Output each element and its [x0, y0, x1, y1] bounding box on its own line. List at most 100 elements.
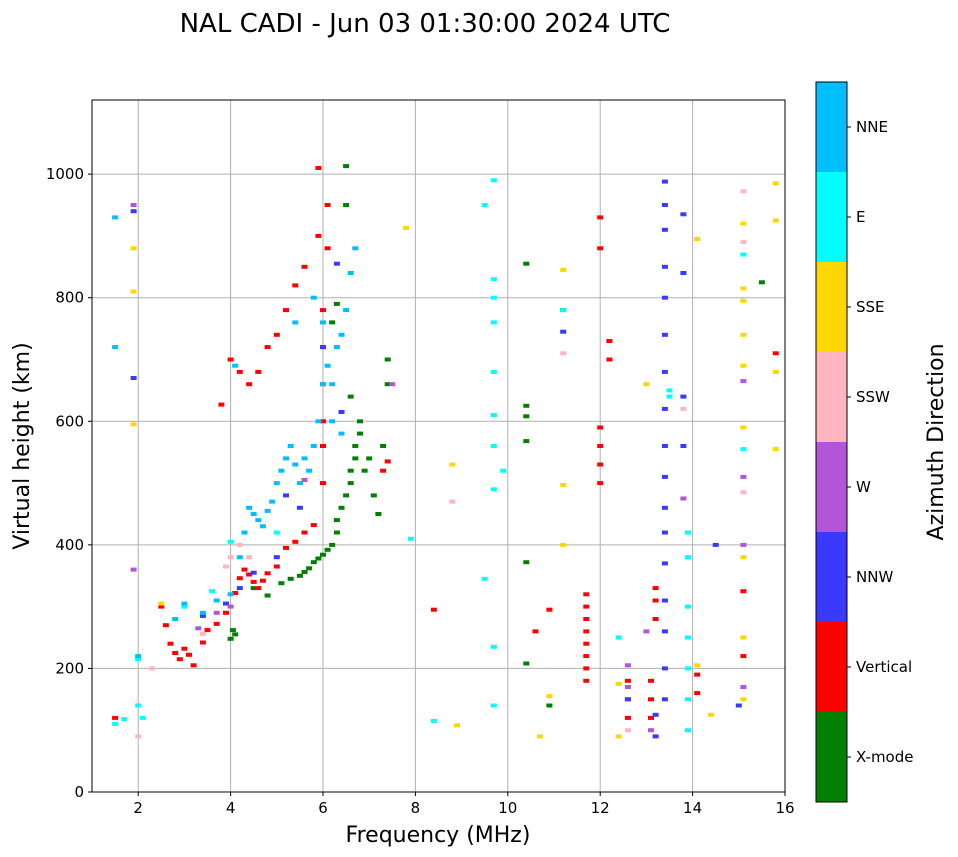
data-point-vertical — [583, 666, 590, 671]
data-point-nne — [250, 512, 257, 516]
data-point-nnw — [661, 264, 668, 269]
data-point-e — [430, 718, 437, 723]
data-point-nnw — [560, 329, 567, 334]
data-point-x-mode — [333, 518, 340, 523]
data-point-sse — [740, 332, 747, 337]
colorbar-tick-label: Vertical — [856, 658, 912, 676]
data-point-nne — [292, 320, 299, 325]
data-point-e — [490, 295, 497, 300]
data-point-nnw — [680, 394, 687, 399]
data-point-nne — [259, 524, 266, 529]
data-point-ssw — [227, 555, 234, 560]
data-point-vertical — [190, 663, 197, 668]
data-point-nne — [329, 382, 336, 387]
chart-title: NAL CADI - Jun 03 01:30:00 2024 UTC — [180, 9, 671, 39]
x-tick-label: 2 — [133, 799, 143, 817]
data-point-sse — [740, 286, 747, 291]
data-point-nnw — [680, 271, 687, 275]
data-point-nnw — [320, 345, 326, 350]
data-point-vertical — [181, 646, 188, 651]
data-point-e — [273, 530, 280, 535]
data-point-vertical — [546, 607, 553, 612]
data-point-vertical — [112, 715, 119, 720]
data-point-vertical — [320, 444, 326, 448]
data-point-vertical — [648, 678, 654, 683]
data-point-e — [139, 715, 146, 720]
data-point-ssw — [740, 240, 747, 245]
x-axis-label: Frequency (MHz) — [346, 823, 531, 848]
data-point-vertical — [292, 283, 299, 288]
data-point-w — [740, 379, 747, 384]
data-point-x-mode — [329, 542, 336, 547]
data-point-nnw — [661, 332, 668, 337]
data-point-vertical — [597, 215, 604, 220]
data-point-e — [685, 604, 691, 609]
data-point-ssw — [740, 189, 747, 194]
data-point-e — [407, 536, 414, 541]
data-point-vertical — [158, 604, 165, 609]
data-point-nne — [296, 481, 303, 486]
data-point-nne — [287, 444, 294, 448]
data-point-vertical — [315, 233, 322, 238]
data-point-vertical — [597, 481, 604, 486]
data-point-e — [181, 604, 188, 609]
data-point-vertical — [648, 697, 654, 702]
data-point-nnw — [250, 570, 257, 575]
data-point-vertical — [324, 203, 331, 207]
data-point-w — [680, 496, 687, 501]
data-point-vertical — [772, 351, 779, 356]
data-point-vertical — [597, 462, 604, 467]
data-point-nnw — [661, 203, 668, 207]
colorbar-tick-label: SSE — [856, 298, 885, 316]
data-point-nne — [347, 271, 354, 275]
data-point-nnw — [680, 212, 687, 217]
y-tick-label: 800 — [55, 289, 84, 307]
data-point-nne — [236, 555, 243, 560]
data-point-ssw — [624, 728, 631, 733]
data-point-vertical — [172, 651, 179, 655]
data-point-x-mode — [343, 164, 350, 169]
data-point-vertical — [320, 481, 326, 486]
data-point-e — [666, 388, 673, 393]
data-point-ssw — [680, 406, 687, 411]
data-point-x-mode — [352, 444, 359, 448]
data-point-x-mode — [320, 552, 326, 557]
data-point-e — [490, 487, 497, 492]
data-point-sse — [130, 422, 137, 427]
data-point-nnw — [652, 712, 659, 717]
data-point-vertical — [255, 369, 262, 374]
data-point-nne — [199, 610, 206, 615]
x-tick-label: 8 — [411, 799, 421, 817]
data-point-x-mode — [347, 468, 354, 473]
data-point-vertical — [532, 629, 539, 634]
data-point-vertical — [583, 678, 590, 683]
data-point-nnw — [652, 734, 659, 739]
data-point-sse — [643, 382, 650, 387]
data-point-vertical — [740, 654, 747, 659]
data-point-x-mode — [370, 493, 377, 498]
data-point-nne — [246, 505, 253, 510]
data-point-sse — [560, 542, 567, 547]
data-point-vertical — [740, 589, 747, 594]
data-point-sse — [772, 369, 779, 374]
plot-frame — [91, 99, 786, 793]
data-point-w — [389, 382, 396, 387]
data-point-x-mode — [310, 560, 317, 565]
data-point-nnw — [735, 703, 742, 708]
data-point-vertical — [246, 572, 253, 577]
data-point-e — [685, 530, 691, 535]
data-point-x-mode — [278, 581, 285, 586]
colorbar-tick-label: W — [856, 478, 871, 496]
x-tick-label: 16 — [775, 799, 794, 817]
data-point-sse — [740, 697, 747, 702]
data-point-x-mode — [264, 593, 271, 598]
data-point-nne — [213, 598, 220, 603]
data-point-x-mode — [523, 414, 530, 419]
data-point-nne — [269, 499, 276, 504]
data-point-w — [301, 478, 308, 482]
data-point-nnw — [661, 406, 668, 411]
data-point-sse — [130, 246, 137, 251]
data-point-nnw — [236, 586, 243, 591]
data-point-x-mode — [333, 301, 340, 306]
data-point-e — [490, 178, 497, 183]
